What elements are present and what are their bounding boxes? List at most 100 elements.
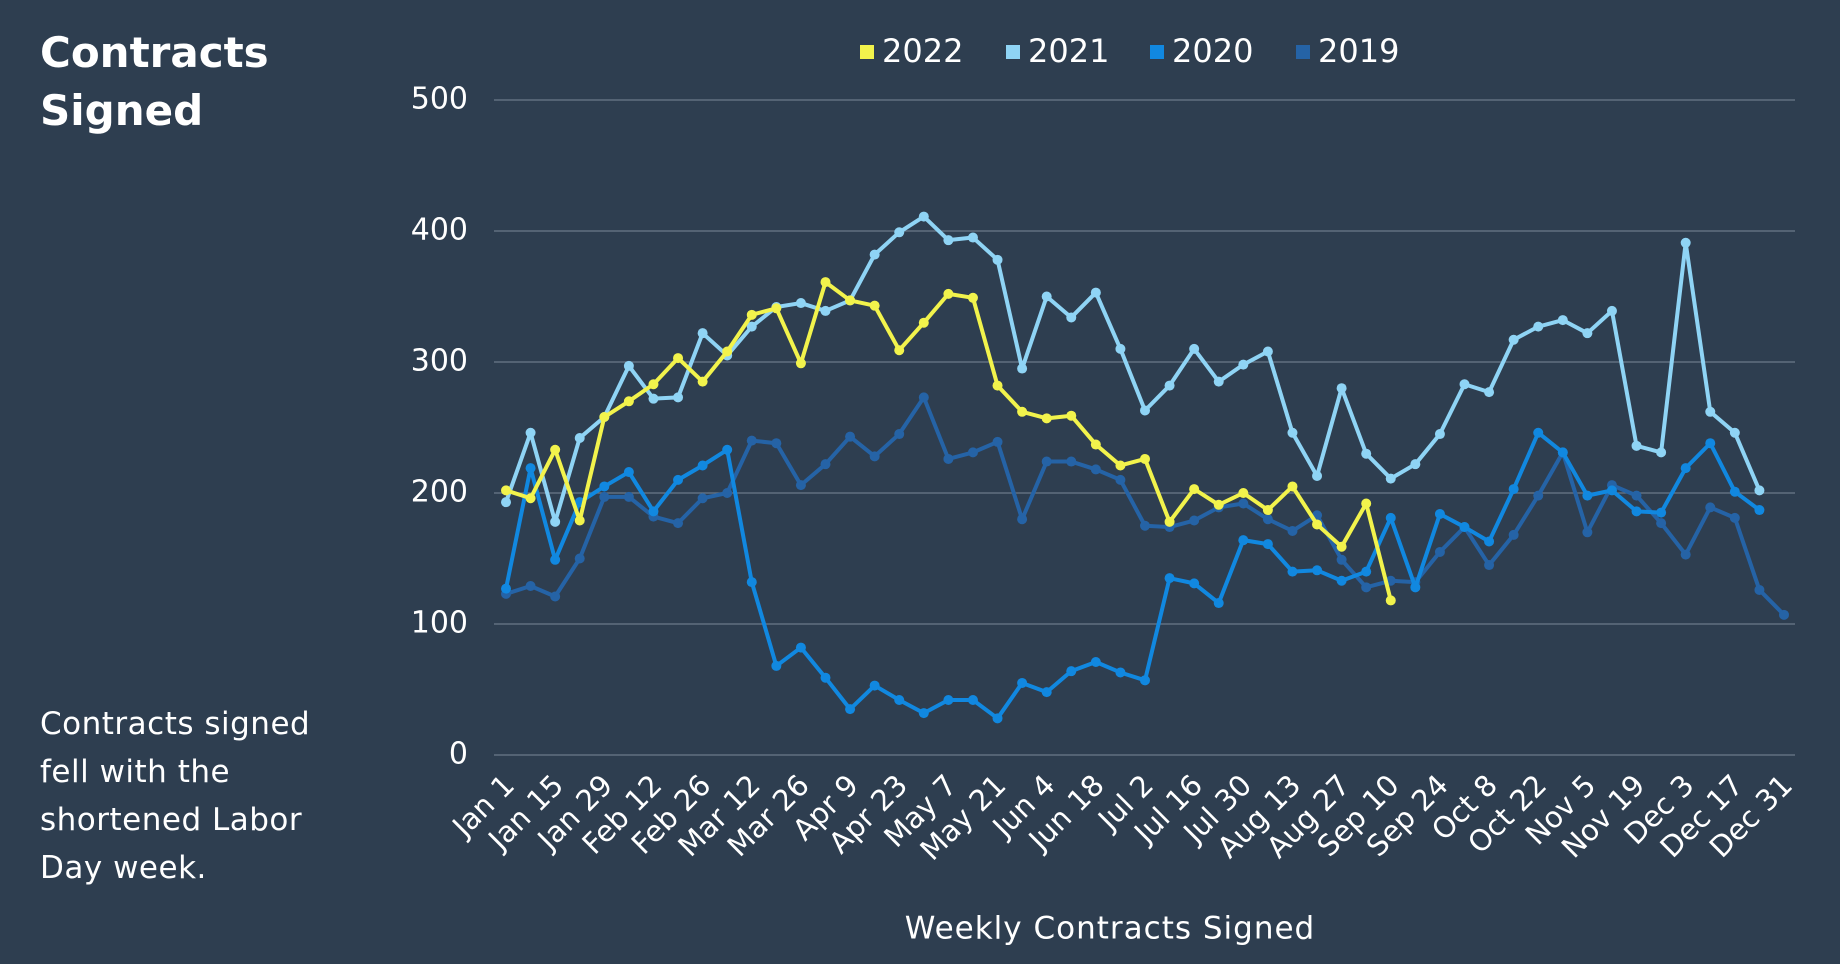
data-point: [1656, 447, 1667, 458]
data-point: [967, 447, 978, 458]
data-point: [525, 493, 536, 504]
data-point: [1361, 498, 1372, 509]
data-point: [1115, 343, 1126, 354]
data-point: [1189, 484, 1200, 495]
data-point: [1041, 687, 1052, 698]
data-point: [820, 305, 831, 316]
data-point: [1238, 359, 1249, 370]
data-point: [1557, 315, 1568, 326]
data-point: [1434, 508, 1445, 519]
data-point: [967, 292, 978, 303]
data-point: [648, 379, 659, 390]
data-point: [894, 429, 905, 440]
data-point: [1434, 546, 1445, 557]
data-point: [771, 660, 782, 671]
y-tick-label: 100: [411, 606, 468, 641]
data-point: [869, 451, 880, 462]
data-point: [1189, 515, 1200, 526]
data-point: [1090, 656, 1101, 667]
data-point: [1631, 506, 1642, 517]
data-point: [1041, 413, 1052, 424]
data-point: [992, 380, 1003, 391]
annotation: Contracts signed fell with the shortened…: [40, 706, 311, 886]
data-point: [1729, 486, 1740, 497]
data-point: [1017, 514, 1028, 525]
legend-swatch: [1150, 45, 1164, 59]
data-point: [845, 431, 856, 442]
data-point: [1336, 575, 1347, 586]
data-point: [1066, 312, 1077, 323]
data-point: [1115, 667, 1126, 678]
data-point: [1729, 512, 1740, 523]
data-point: [1164, 573, 1175, 584]
data-point: [1656, 518, 1667, 529]
data-point: [1606, 485, 1617, 496]
data-point: [1213, 376, 1224, 387]
data-point: [550, 516, 561, 527]
data-point: [1680, 549, 1691, 560]
data-point: [550, 554, 561, 565]
data-point: [648, 393, 659, 404]
data-point: [1090, 464, 1101, 475]
data-point: [1385, 595, 1396, 606]
data-point: [967, 232, 978, 243]
data-point: [1779, 609, 1789, 620]
data-point: [1189, 343, 1200, 354]
data-point: [1631, 440, 1642, 451]
data-point: [1754, 505, 1765, 516]
data-point: [697, 493, 708, 504]
data-point: [1213, 598, 1224, 609]
data-point: [918, 317, 929, 328]
data-point: [943, 288, 954, 299]
data-point: [1140, 520, 1150, 531]
data-point: [869, 680, 880, 691]
data-point: [1287, 427, 1298, 438]
data-point: [697, 376, 708, 387]
data-point: [820, 672, 831, 683]
y-tick-label: 200: [411, 475, 468, 510]
data-point: [845, 295, 856, 306]
y-tick-label: 400: [411, 213, 468, 248]
data-point: [1508, 334, 1519, 345]
data-point: [1115, 460, 1126, 471]
data-point: [1754, 485, 1765, 496]
data-point: [697, 328, 708, 339]
series-line: [504, 214, 1762, 524]
data-point: [918, 211, 929, 222]
data-point: [1533, 321, 1544, 332]
data-point: [845, 704, 856, 715]
data-point: [1164, 516, 1175, 527]
data-point: [1729, 427, 1740, 438]
data-point: [1336, 383, 1347, 394]
data-point: [1631, 490, 1642, 501]
data-point: [1361, 582, 1372, 593]
data-point: [1582, 328, 1593, 339]
data-point: [967, 694, 978, 705]
data-point: [771, 303, 782, 314]
data-point: [648, 506, 659, 517]
data-point: [992, 713, 1003, 724]
data-point: [1459, 379, 1470, 390]
data-point: [722, 346, 733, 357]
data-point: [795, 480, 806, 491]
data-point: [697, 460, 708, 471]
data-point: [943, 453, 954, 464]
data-point: [1017, 363, 1028, 374]
y-tick-label: 500: [411, 82, 468, 117]
data-point: [746, 321, 757, 332]
data-point: [1238, 488, 1249, 498]
legend-swatch: [1006, 45, 1020, 59]
data-point: [574, 515, 585, 526]
data-point: [1533, 427, 1544, 438]
data-point: [1606, 305, 1617, 316]
data-point: [918, 392, 929, 403]
data-point: [1017, 406, 1028, 417]
data-point: [992, 436, 1003, 447]
data-point: [1336, 554, 1347, 565]
legend-swatch: [860, 45, 874, 59]
data-point: [1238, 498, 1249, 509]
data-point: [623, 396, 634, 407]
data-point: [869, 300, 880, 311]
